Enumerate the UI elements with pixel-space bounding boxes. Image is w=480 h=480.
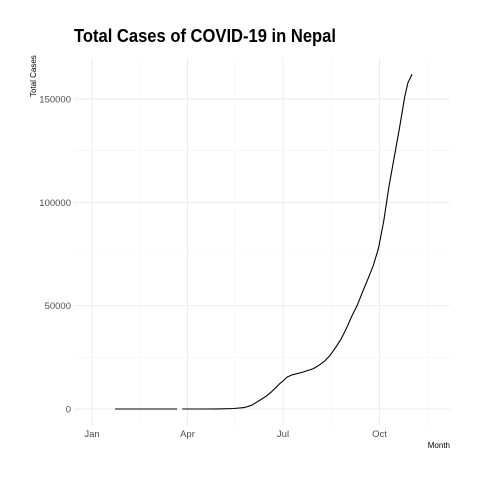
y-tick-label: 150000	[39, 95, 71, 106]
y-tick-label: 0	[66, 405, 71, 416]
y-axis-title: Total Cases	[29, 55, 38, 97]
gridlines	[74, 58, 450, 426]
series-line	[182, 73, 413, 410]
series-lines	[115, 73, 413, 410]
x-tick-label: Apr	[180, 429, 195, 440]
x-tick-label: Jan	[84, 429, 99, 440]
y-tick-labels: 0 50000 100000 150000	[39, 95, 71, 416]
y-tick-label: 50000	[45, 301, 71, 312]
chart-title: Total Cases of COVID-19 in Nepal	[74, 26, 336, 46]
x-tick-labels: Jan Apr Jul Oct	[84, 429, 387, 440]
x-tick-label: Oct	[372, 429, 387, 440]
y-tick-label: 100000	[39, 198, 71, 209]
x-axis-title: Month	[428, 441, 450, 450]
x-tick-label: Jul	[277, 429, 289, 440]
